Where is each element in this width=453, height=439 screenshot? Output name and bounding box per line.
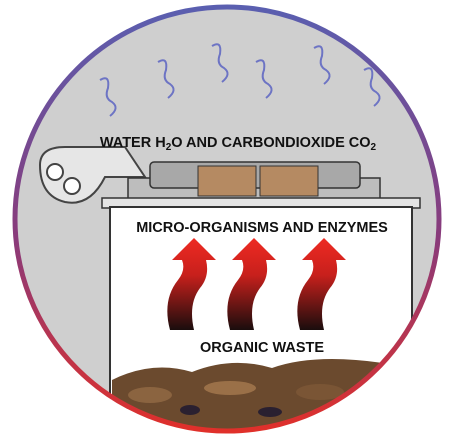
scene: WATER H2O AND CARBONDIOXIDE CO2 MICRO-OR… bbox=[0, 0, 453, 439]
label-bottom: ORGANIC WASTE bbox=[200, 340, 324, 356]
diagram: WATER H2O AND CARBONDIOXIDE CO2 MICRO-OR… bbox=[0, 0, 453, 439]
label-middle: MICRO-ORGANISMS AND ENZYMES bbox=[136, 220, 388, 236]
label-top: WATER H2O AND CARBONDIOXIDE CO2 bbox=[100, 135, 377, 153]
page: {"labels": { "top": {"parts": ["WATER H"… bbox=[0, 0, 453, 439]
